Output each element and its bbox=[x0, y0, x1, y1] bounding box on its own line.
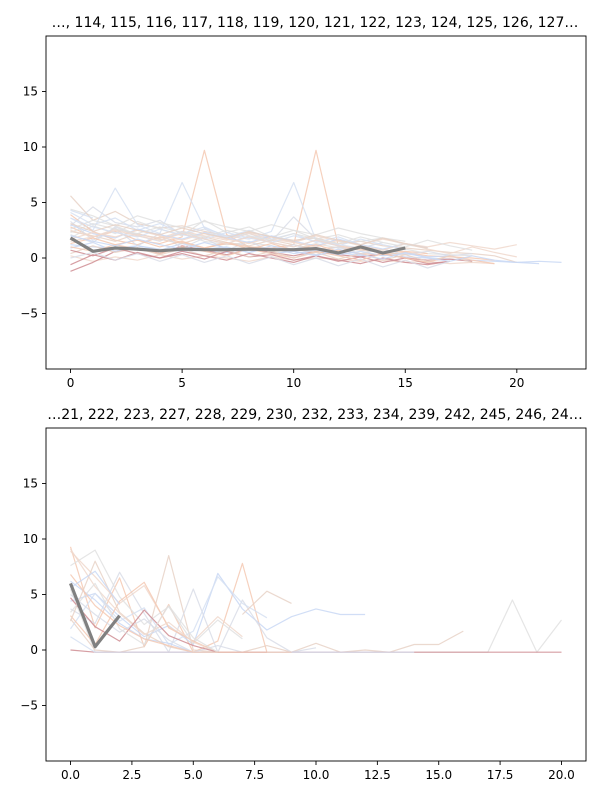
series-layer-bottom bbox=[69, 546, 562, 653]
series-line-bottom-8 bbox=[70, 549, 243, 644]
x-tick-label-bottom-0: 0.0 bbox=[61, 768, 80, 782]
x-tick-label-bottom-5: 12.5 bbox=[364, 768, 391, 782]
series-line-top-29 bbox=[70, 229, 361, 251]
y-tick-label-top-3: 10 bbox=[23, 140, 38, 154]
series-line-bottom-6 bbox=[70, 576, 268, 646]
series-line-bottom-16 bbox=[70, 582, 219, 653]
axes-bottom: 0.0 2.5 5.0 7.5 10.0 12.5 15.0 17.5 20.0 −5 0 5 10 15 bbox=[20, 427, 587, 782]
x-tick-label-top-0: 0 bbox=[67, 376, 75, 390]
x-tick-label-top-3: 15 bbox=[398, 376, 413, 390]
x-tick-label-bottom-1: 2.5 bbox=[122, 768, 141, 782]
x-tick-label-bottom-3: 7.5 bbox=[245, 768, 264, 782]
series-line-top-27 bbox=[70, 223, 428, 249]
series-layer-top bbox=[69, 149, 562, 272]
series-line-bottom-19 bbox=[241, 590, 292, 615]
series-line-top-8 bbox=[70, 219, 428, 249]
x-tick-label-top-4: 20 bbox=[509, 376, 524, 390]
series-line-top-6 bbox=[70, 181, 339, 246]
series-line-top-30 bbox=[70, 209, 94, 219]
series-line-bottom-18 bbox=[70, 570, 121, 605]
x-tick-label-bottom-2: 5.0 bbox=[184, 768, 203, 782]
series-line-top-26 bbox=[70, 235, 540, 265]
x-tick-label-bottom-7: 17.5 bbox=[487, 768, 514, 782]
mean-line-top bbox=[69, 236, 406, 255]
chart-title-bottom: …21, 222, 223, 227, 228, 229, 230, 232, … bbox=[47, 407, 583, 423]
y-tick-label-top-1: 0 bbox=[30, 251, 38, 265]
series-line-top-28 bbox=[70, 251, 451, 269]
chart-title-top: …, 114, 115, 116, 117, 118, 119, 120, 12… bbox=[52, 15, 579, 31]
series-line-top-24 bbox=[70, 223, 473, 251]
chart-panel-bottom: …21, 222, 223, 227, 228, 229, 230, 232, … bbox=[20, 407, 587, 782]
series-line-top-2 bbox=[70, 244, 562, 263]
y-tick-label-top-2: 5 bbox=[30, 196, 38, 210]
series-line-bottom-3 bbox=[70, 554, 464, 653]
x-tick-label-top-1: 5 bbox=[178, 376, 186, 390]
series-line-top-16 bbox=[70, 215, 406, 242]
y-tick-label-bottom-0: −5 bbox=[20, 699, 38, 713]
series-line-bottom-4 bbox=[70, 571, 317, 653]
y-tick-label-bottom-4: 15 bbox=[23, 477, 38, 491]
mean-line-bottom bbox=[69, 582, 121, 649]
series-line-bottom-1 bbox=[69, 546, 268, 653]
x-tick-label-bottom-4: 10.0 bbox=[303, 768, 330, 782]
x-tick-label-bottom-6: 15.0 bbox=[425, 768, 452, 782]
axes-top: 0 5 10 15 20 −5 0 5 10 15 bbox=[20, 35, 587, 390]
y-tick-label-top-0: −5 bbox=[20, 307, 38, 321]
y-tick-label-top-4: 15 bbox=[23, 85, 38, 99]
x-tick-label-top-2: 10 bbox=[286, 376, 301, 390]
series-line-top-23 bbox=[70, 247, 450, 266]
x-tick-label-bottom-8: 20.0 bbox=[548, 768, 575, 782]
y-tick-label-bottom-1: 0 bbox=[30, 643, 38, 657]
y-tick-label-bottom-2: 5 bbox=[30, 588, 38, 602]
y-tick-label-bottom-3: 10 bbox=[23, 532, 38, 546]
series-line-bottom-11 bbox=[69, 560, 194, 653]
series-line-bottom-17 bbox=[70, 574, 292, 653]
chart-panel-top: …, 114, 115, 116, 117, 118, 119, 120, 12… bbox=[20, 15, 587, 390]
